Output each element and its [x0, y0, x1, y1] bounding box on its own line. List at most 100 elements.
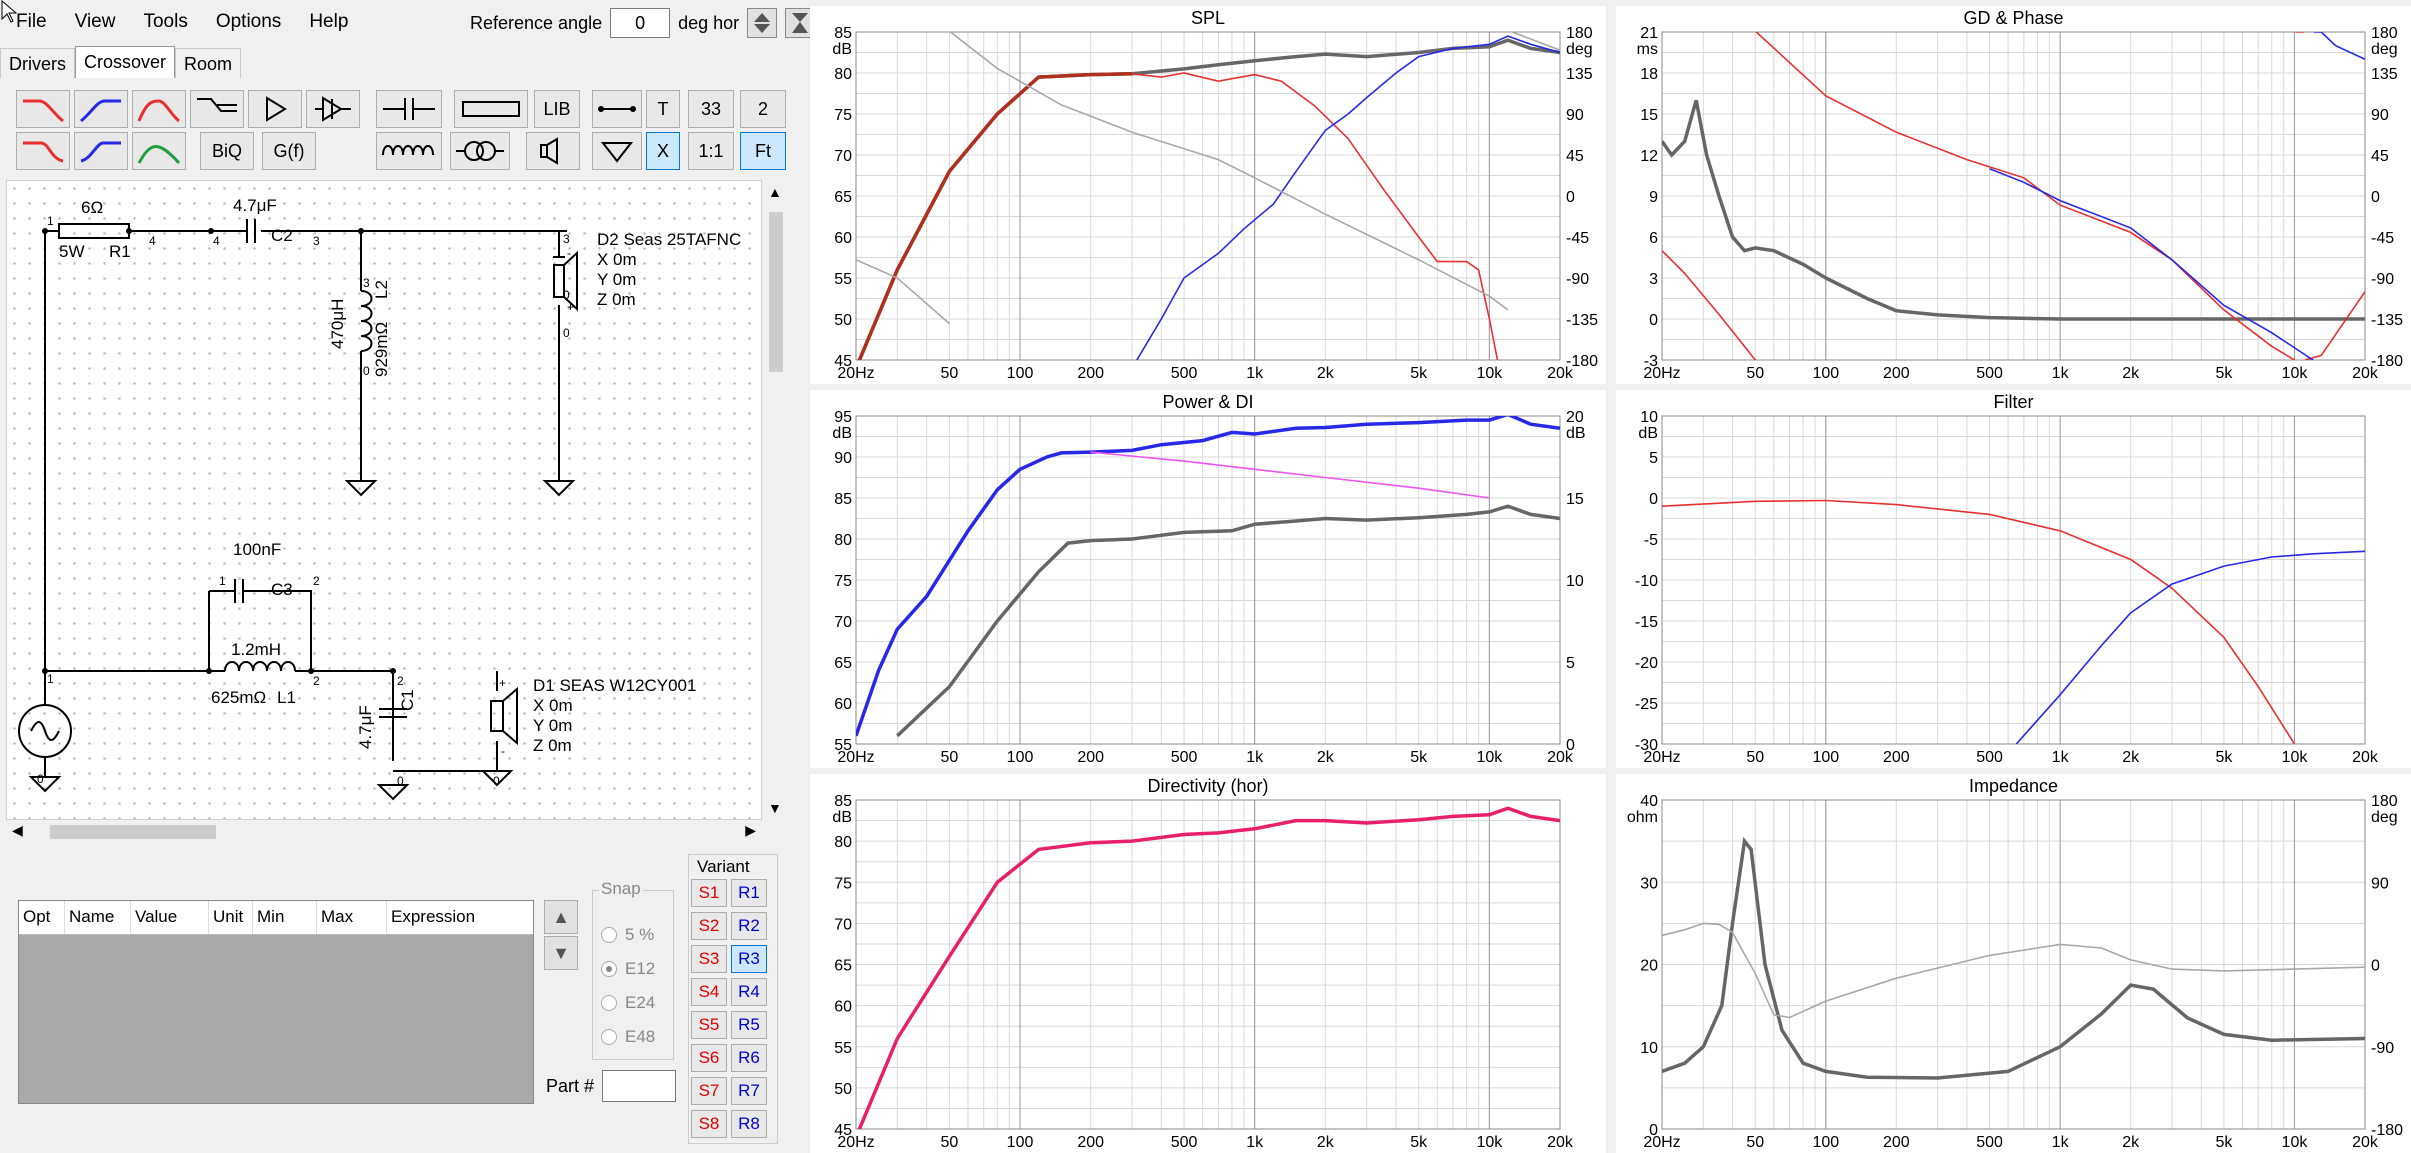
- variant-r1-button[interactable]: R1: [731, 879, 767, 907]
- text-button[interactable]: T: [646, 90, 680, 128]
- buffer-button[interactable]: [306, 90, 360, 128]
- one-to-one-button[interactable]: 1:1: [688, 132, 734, 170]
- radio-icon: [601, 995, 617, 1011]
- driver-d1[interactable]: [490, 700, 504, 732]
- driver-d2[interactable]: [553, 264, 565, 298]
- col-name[interactable]: Name: [65, 901, 131, 934]
- col-max[interactable]: Max: [317, 901, 387, 934]
- lowpass2-icon: [23, 141, 64, 163]
- inductor-l1[interactable]: [224, 661, 296, 672]
- highpass-filter-button[interactable]: [74, 90, 128, 128]
- bandpass-green-button[interactable]: [132, 132, 186, 170]
- scroll-down-icon[interactable]: ▼: [768, 800, 782, 816]
- variant-r5-button[interactable]: R5: [731, 1011, 767, 1039]
- scroll-right-icon[interactable]: ▶: [745, 822, 756, 838]
- scroll-thumb[interactable]: [769, 212, 783, 372]
- chart-filter[interactable]: Filter 20Hz 50 100 200 500 1k 2k 5k 10k 20k 10 5 0 -5-…: [1616, 390, 2411, 768]
- variant-r8-button[interactable]: R8: [731, 1110, 767, 1138]
- variant-r4-button[interactable]: R4: [731, 978, 767, 1006]
- variant-r6-button[interactable]: R6: [731, 1044, 767, 1072]
- inductor-l2[interactable]: [360, 290, 373, 352]
- menu-help[interactable]: Help: [309, 11, 349, 32]
- bandpass-filter-button[interactable]: [132, 90, 186, 128]
- snap-option-e48[interactable]: E48: [601, 1027, 655, 1047]
- node-label: 3: [363, 276, 370, 290]
- wire-button[interactable]: [592, 90, 642, 128]
- menu-tools[interactable]: Tools: [143, 11, 188, 32]
- y-tick-label: 75: [834, 107, 852, 124]
- menu-view[interactable]: View: [74, 11, 116, 32]
- variant-s1-button[interactable]: S1: [691, 879, 727, 907]
- menu-options[interactable]: Options: [215, 11, 282, 32]
- gf-button[interactable]: G(f): [262, 132, 316, 170]
- variant-s8-button[interactable]: S8: [691, 1110, 727, 1138]
- x-tick-label: 20Hz: [1643, 749, 1680, 766]
- resistor-r1[interactable]: [58, 223, 130, 239]
- lowpass2-filter-button[interactable]: [16, 132, 70, 170]
- ft-button[interactable]: Ft: [740, 132, 786, 170]
- snap-option-e24[interactable]: E24: [601, 993, 655, 1013]
- variant-r2-button[interactable]: R2: [731, 912, 767, 940]
- snap-option-e12[interactable]: E12: [601, 959, 655, 979]
- reference-angle-input[interactable]: 0: [610, 8, 671, 38]
- r1-value: 6Ω: [81, 198, 103, 217]
- inductor-button[interactable]: [376, 132, 442, 170]
- scroll-left-icon[interactable]: ◀: [12, 822, 23, 838]
- series-line-1: [1662, 32, 2365, 360]
- highpass2-filter-button[interactable]: [74, 132, 128, 170]
- scroll-up-icon[interactable]: ▲: [768, 184, 782, 200]
- variant-s5-button[interactable]: S5: [691, 1011, 727, 1039]
- variant-s6-button[interactable]: S6: [691, 1044, 727, 1072]
- notch-filter-button[interactable]: [190, 90, 244, 128]
- part-number-input[interactable]: [602, 1070, 676, 1102]
- capacitor-c1[interactable]: [379, 671, 407, 761]
- chart-spl[interactable]: SPL 20Hz 50 100 200 500 1k 2k 5k 10k 20k 85 80 75 70 65…: [810, 6, 1606, 384]
- move-up-button[interactable]: ▲: [544, 900, 578, 934]
- chart-title: Power & DI: [1162, 392, 1253, 412]
- circuit-canvas[interactable]: 6Ω 5W R1 4.7μF C2 470μH 929mΩ L2 D2 Seas…: [6, 180, 762, 820]
- ground-button[interactable]: [592, 132, 642, 170]
- variant-s4-button[interactable]: S4: [691, 978, 727, 1006]
- capacitor-c3[interactable]: [234, 579, 257, 603]
- signal-source[interactable]: [18, 704, 72, 758]
- amplifier-button[interactable]: [248, 90, 302, 128]
- 33-button[interactable]: 33: [688, 90, 734, 128]
- resistor-button[interactable]: [454, 90, 528, 128]
- menu-file[interactable]: File: [16, 11, 47, 32]
- variant-s7-button[interactable]: S7: [691, 1077, 727, 1105]
- col-value[interactable]: Value: [131, 901, 209, 934]
- tab-crossover[interactable]: Crossover: [75, 46, 176, 78]
- variant-r7-button[interactable]: R7: [731, 1077, 767, 1105]
- 2-button[interactable]: 2: [740, 90, 786, 128]
- scroll-thumb[interactable]: [50, 825, 216, 839]
- tab-drivers[interactable]: Drivers: [0, 48, 75, 78]
- x-tick-label: 500: [1976, 365, 2003, 382]
- snap-option-5pct[interactable]: 5 %: [601, 925, 654, 945]
- col-min[interactable]: Min: [253, 901, 317, 934]
- col-unit[interactable]: Unit: [209, 901, 253, 934]
- optimizer-table[interactable]: Opt Name Value Unit Min Max Expression: [18, 900, 534, 1104]
- move-down-button[interactable]: ▼: [544, 936, 578, 970]
- variant-r3-button[interactable]: R3: [731, 945, 767, 973]
- chart-directivity[interactable]: Directivity (hor) 20Hz 50 100 200 500 1k 2k 5k 10…: [810, 774, 1606, 1153]
- lowpass-filter-button[interactable]: [16, 90, 70, 128]
- variant-s2-button[interactable]: S2: [691, 912, 727, 940]
- col-expression[interactable]: Expression: [391, 907, 476, 926]
- capacitor-button[interactable]: [376, 90, 442, 128]
- circuit-horizontal-scrollbar[interactable]: ◀ ▶: [6, 820, 762, 844]
- angle-spin-button[interactable]: [747, 8, 778, 38]
- driver-button[interactable]: [526, 132, 580, 170]
- part-number-label: Part #: [546, 1076, 595, 1096]
- chart-impedance[interactable]: Impedance 20Hz 50 100 200 500 1k 2k 5k 10k 20k 40 30…: [1616, 774, 2411, 1153]
- library-button[interactable]: LIB: [534, 90, 580, 128]
- tab-room[interactable]: Room: [175, 48, 242, 78]
- variant-s3-button[interactable]: S3: [691, 945, 727, 973]
- transformer-button[interactable]: [450, 132, 510, 170]
- biquad-button[interactable]: BiQ: [200, 132, 254, 170]
- chart-power-di[interactable]: Power & DI 20Hz 50 100 200 500 1k 2k 5k 10k 20k 95 9…: [810, 390, 1606, 768]
- x-button[interactable]: X: [646, 132, 680, 170]
- chart-gd-phase[interactable]: GD & Phase 20Hz 50 100 200 500 1k 2k 5k 10k 20k 21 1…: [1616, 6, 2411, 384]
- x-tick-label: 1k: [1246, 1134, 1264, 1151]
- col-opt[interactable]: Opt: [19, 901, 65, 934]
- circuit-vertical-scrollbar[interactable]: ▲ ▼: [764, 180, 788, 820]
